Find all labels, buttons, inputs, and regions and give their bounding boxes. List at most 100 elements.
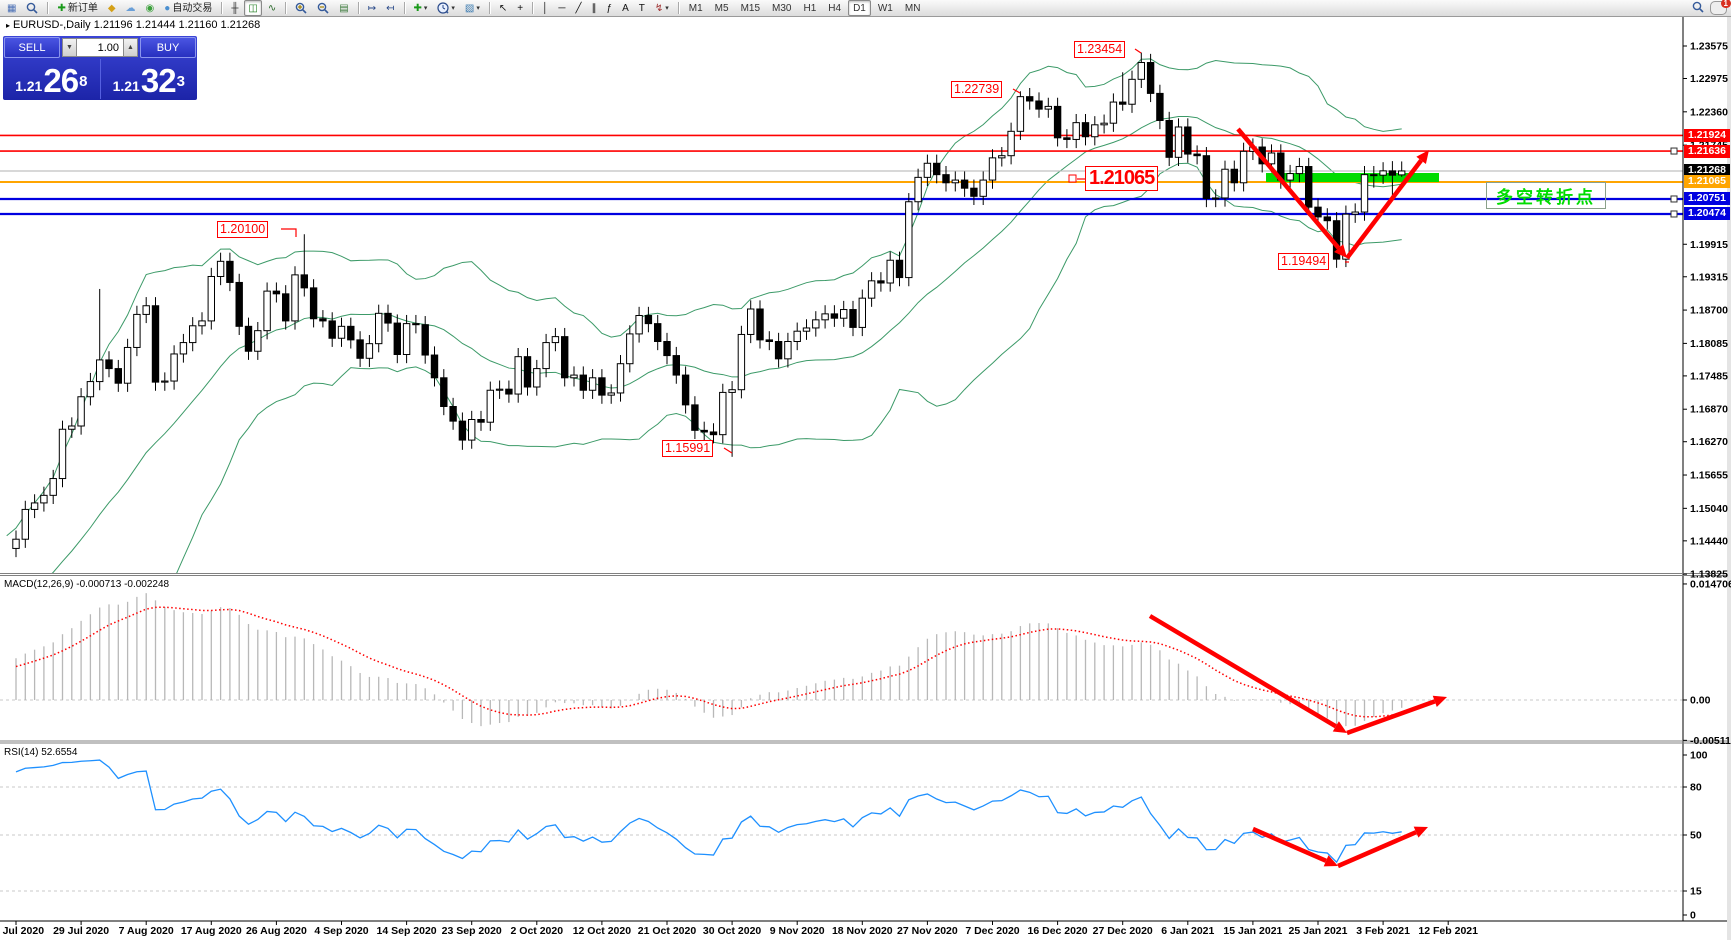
chat-icon[interactable]: 1: [1710, 0, 1731, 15]
cloud-icon[interactable]: ☁: [125, 2, 136, 14]
date-label: 21 Oct 2020: [638, 925, 697, 937]
date-label: 18 Nov 2020: [832, 925, 893, 937]
trend-arrow[interactable]: [1337, 830, 1417, 869]
bar-chart-icon[interactable]: ╫: [231, 2, 239, 14]
chart-shift-icon[interactable]: ↤: [386, 2, 395, 14]
candle-body: [49, 478, 57, 496]
timeframe-D1[interactable]: D1: [848, 0, 871, 16]
price-tick: 1.16270: [1690, 436, 1728, 448]
candle-body: [895, 259, 904, 279]
vertical-line-icon[interactable]: │: [542, 2, 549, 14]
price-tick: 1.13825: [1690, 569, 1728, 581]
tile-windows-icon[interactable]: ▤: [339, 2, 349, 14]
date-label: 12 Oct 2020: [573, 925, 632, 937]
candle-body: [765, 339, 773, 342]
bollinger-middle-band: [51, 115, 1402, 573]
timeframe-MN[interactable]: MN: [904, 2, 921, 14]
candlestick-chart-icon[interactable]: ◫: [244, 0, 262, 16]
trend-arrow[interactable]: [1345, 158, 1423, 260]
trendline-icon[interactable]: ╱: [575, 2, 582, 14]
axis-price-label: 1.20474: [1684, 207, 1730, 221]
periods-button[interactable]: ▾: [433, 0, 459, 16]
timeframe-M5[interactable]: M5: [714, 2, 729, 14]
trend-arrow[interactable]: [1346, 699, 1436, 736]
toolbar-separator: [285, 2, 287, 14]
sell-price[interactable]: 1.21 26 8: [3, 59, 101, 99]
macd-signal-line: [15, 606, 1402, 718]
candle-body: [1351, 211, 1359, 215]
cursor-icon[interactable]: ↖: [498, 2, 508, 14]
label-icon[interactable]: T: [638, 2, 645, 14]
candle-body: [412, 323, 420, 326]
line-chart-icon[interactable]: ∿: [267, 2, 277, 14]
candle-body: [365, 343, 374, 359]
candle-body: [1007, 130, 1015, 157]
price-tag[interactable]: 1.23454: [1074, 41, 1126, 58]
profiles-icon[interactable]: [22, 0, 42, 16]
buy-price-big: 32: [140, 62, 177, 99]
new-chart-icon[interactable]: ▦: [7, 2, 17, 14]
candle-body: [449, 406, 457, 422]
price-tag[interactable]: 1.20100: [217, 221, 269, 238]
candle-body: [1165, 119, 1173, 158]
candle-body: [1267, 152, 1276, 165]
templates-button[interactable]: ▧ ▾: [464, 2, 480, 14]
crosshair-icon[interactable]: +: [517, 2, 524, 14]
price-tag[interactable]: 1.21065: [1085, 166, 1159, 191]
sell-button[interactable]: SELL: [4, 37, 60, 58]
timeframe-H4[interactable]: H4: [828, 2, 842, 14]
axis-price-label: 1.20751: [1684, 192, 1730, 206]
candle-body: [1035, 100, 1043, 110]
price-tag[interactable]: 1.19494: [1278, 253, 1330, 270]
autotrading-button[interactable]: ● 自动交易: [164, 2, 213, 14]
trend-arrow[interactable]: [1148, 614, 1337, 729]
timeframe-H1[interactable]: H1: [803, 2, 817, 14]
turning-point-note[interactable]: 多空转折点: [1486, 182, 1606, 209]
volume-input[interactable]: 1.00: [77, 38, 123, 57]
trend-arrow[interactable]: [1236, 127, 1341, 250]
line-endpoint-square[interactable]: [1670, 210, 1678, 218]
candle-body: [198, 320, 206, 327]
buy-price[interactable]: 1.21 32 3: [101, 59, 198, 99]
support-zone-bar[interactable]: [1266, 173, 1439, 182]
candle-body: [1026, 96, 1034, 102]
fibonacci-icon[interactable]: ƒ: [606, 2, 613, 14]
new-order-button[interactable]: ✚ 新订单: [57, 2, 98, 14]
date-label: 14 Sep 2020: [377, 925, 437, 937]
signals-icon[interactable]: ◉: [145, 2, 155, 14]
candle-body: [1398, 170, 1406, 176]
candle-body: [421, 324, 429, 356]
indicators-button[interactable]: ✚ ▾: [413, 2, 428, 14]
price-tag[interactable]: 1.22739: [951, 81, 1003, 98]
channel-icon[interactable]: ∥: [591, 2, 597, 14]
timeframe-M30[interactable]: M30: [772, 2, 792, 14]
volume-up-button[interactable]: ▲: [123, 38, 138, 57]
zoom-out-icon[interactable]: [313, 0, 333, 16]
line-endpoint-square[interactable]: [1670, 147, 1678, 155]
candle-body: [830, 313, 839, 319]
zoom-in-icon[interactable]: [291, 0, 311, 16]
horizontal-line-icon[interactable]: ─: [558, 2, 566, 14]
timeframe-M1[interactable]: M1: [688, 2, 703, 14]
candle-body: [719, 391, 727, 436]
candle-body: [681, 374, 690, 406]
text-icon[interactable]: A: [622, 2, 629, 14]
auto-scroll-icon[interactable]: ↦: [367, 2, 377, 14]
trend-arrow[interactable]: [1252, 826, 1327, 863]
candle-body: [291, 274, 299, 322]
timeframe-W1[interactable]: W1: [877, 2, 893, 14]
search-icon[interactable]: [1692, 1, 1704, 16]
candle-body: [774, 340, 783, 360]
collapse-arrow-icon[interactable]: ▸: [6, 21, 11, 30]
expert-advisors-icon[interactable]: ◆: [107, 2, 116, 14]
candle-body: [189, 325, 197, 344]
candle-body: [207, 275, 216, 322]
arrows-button[interactable]: ↯ ▾: [654, 2, 669, 14]
line-handle-square[interactable]: [1068, 174, 1077, 183]
price-tag[interactable]: 1.15991: [662, 440, 714, 457]
volume-down-button[interactable]: ▼: [62, 38, 77, 57]
buy-button[interactable]: BUY: [140, 37, 196, 58]
timeframe-M15[interactable]: M15: [740, 2, 761, 14]
line-endpoint-square[interactable]: [1670, 195, 1678, 203]
